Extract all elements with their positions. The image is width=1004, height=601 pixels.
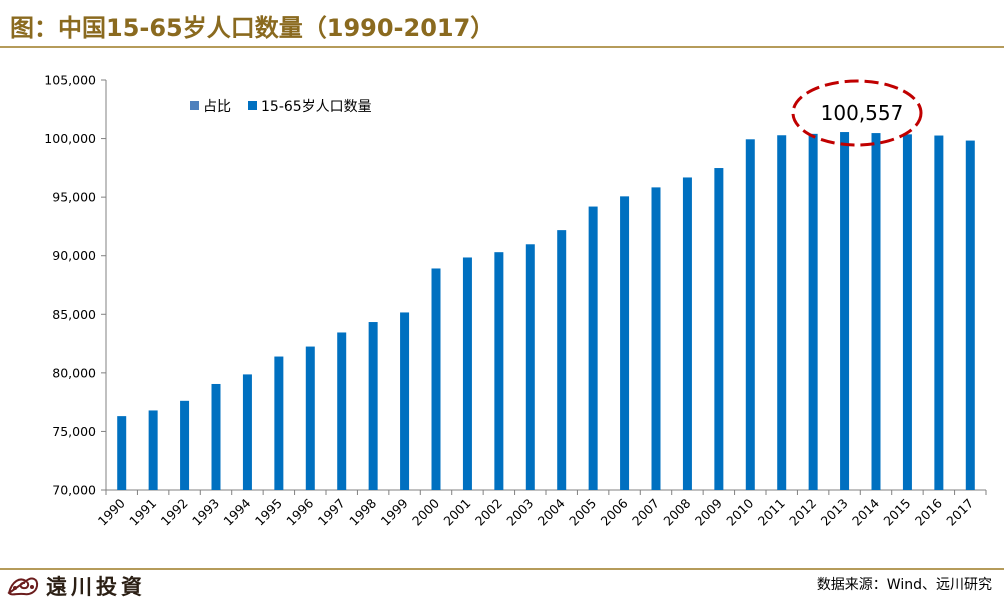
bar-series (117, 132, 975, 491)
bar-2009 (714, 168, 724, 491)
x-tick-label: 2016 (912, 495, 945, 528)
y-tick-label: 85,000 (52, 307, 96, 322)
x-tick-label: 1998 (346, 495, 379, 528)
bar-2011 (777, 135, 787, 490)
bar-2001 (462, 257, 472, 490)
y-tick-label: 100,000 (44, 131, 96, 146)
x-axis: 1990199119921993199419951996199719981999… (95, 489, 987, 529)
x-tick-label: 1993 (189, 496, 222, 529)
x-tick-label: 1991 (126, 496, 159, 529)
y-tick-label: 80,000 (52, 365, 96, 380)
x-tick-label: 1990 (95, 495, 128, 528)
x-tick-label: 1994 (220, 495, 253, 528)
x-tick-label: 2014 (849, 495, 882, 528)
bar-2017 (965, 140, 975, 490)
bar-1992 (180, 400, 190, 490)
x-tick-label: 2017 (943, 496, 976, 529)
x-tick-label: 2004 (535, 495, 568, 528)
legend-swatch-population (248, 101, 257, 110)
bar-2012 (808, 133, 818, 490)
bar-2010 (745, 139, 755, 491)
x-tick-label: 2003 (503, 496, 536, 529)
data-source-note: 数据来源：Wind、远川研究 (816, 577, 992, 593)
x-tick-label: 1997 (315, 496, 348, 529)
legend-swatch-share (190, 101, 199, 110)
bar-2002 (494, 252, 504, 490)
bar-2014 (871, 133, 881, 490)
y-tick-label: 90,000 (52, 248, 96, 263)
bar-1996 (305, 346, 315, 490)
peak-value-label: 100,557 (821, 101, 904, 125)
x-tick-label: 1999 (378, 495, 411, 528)
x-tick-label: 1995 (252, 496, 285, 529)
dragon-emblem-icon (7, 577, 39, 596)
y-tick-label: 75,000 (52, 424, 96, 439)
peak-callout: 100,557 (791, 79, 923, 147)
x-tick-label: 2008 (660, 495, 693, 528)
x-tick-label: 2015 (880, 496, 913, 529)
bar-2013 (840, 132, 850, 491)
bar-1994 (242, 374, 252, 490)
bar-2015 (902, 134, 912, 490)
logo-text: 遠川投資 (46, 574, 146, 599)
x-tick-label: 2009 (692, 495, 725, 528)
bar-1997 (337, 332, 347, 490)
bar-chart: 70,000 75,000 80,000 85,000 90,000 95,000 100,… (44, 73, 987, 529)
x-tick-label: 2000 (409, 495, 442, 528)
bar-2008 (682, 177, 692, 490)
bar-2005 (588, 206, 598, 491)
x-tick-label: 2006 (598, 495, 631, 528)
bar-2004 (557, 230, 567, 490)
bar-1991 (148, 410, 158, 490)
bar-2003 (525, 244, 535, 490)
bar-1995 (274, 356, 284, 490)
bar-2000 (431, 268, 441, 490)
x-tick-label: 2012 (786, 496, 819, 529)
x-tick-label: 1992 (158, 496, 191, 529)
x-tick-label: 2013 (818, 496, 851, 529)
y-axis: 70,000 75,000 80,000 85,000 90,000 95,000 100,… (44, 73, 107, 498)
chart-title: 图：中国15-65岁人口数量（1990-2017） (10, 14, 495, 42)
x-tick-label: 2002 (472, 496, 505, 529)
company-logo: 遠川投資 (6, 572, 146, 600)
legend: 占比 15-65岁人口数量 (190, 99, 372, 115)
callout-ring (791, 79, 923, 147)
y-tick-label: 105,000 (44, 73, 96, 88)
bar-1998 (368, 322, 378, 490)
bar-2016 (934, 135, 944, 490)
footer-divider (0, 568, 1004, 570)
x-tick-label: 2010 (723, 495, 756, 528)
x-tick-label: 2001 (440, 496, 473, 529)
bar-1999 (400, 312, 410, 490)
x-tick-label: 2007 (629, 496, 662, 529)
x-tick-label: 1996 (283, 495, 316, 528)
legend-label-share: 占比 (203, 99, 231, 115)
y-tick-label: 70,000 (52, 483, 96, 498)
title-divider (0, 46, 1004, 48)
bar-2007 (651, 187, 661, 490)
bar-1993 (211, 383, 221, 490)
x-tick-label: 2011 (755, 496, 788, 529)
y-tick-label: 95,000 (52, 190, 96, 205)
legend-label-population: 15-65岁人口数量 (261, 99, 372, 115)
x-tick-label: 2005 (566, 496, 599, 529)
bar-2006 (620, 196, 630, 490)
bar-1990 (117, 416, 127, 490)
